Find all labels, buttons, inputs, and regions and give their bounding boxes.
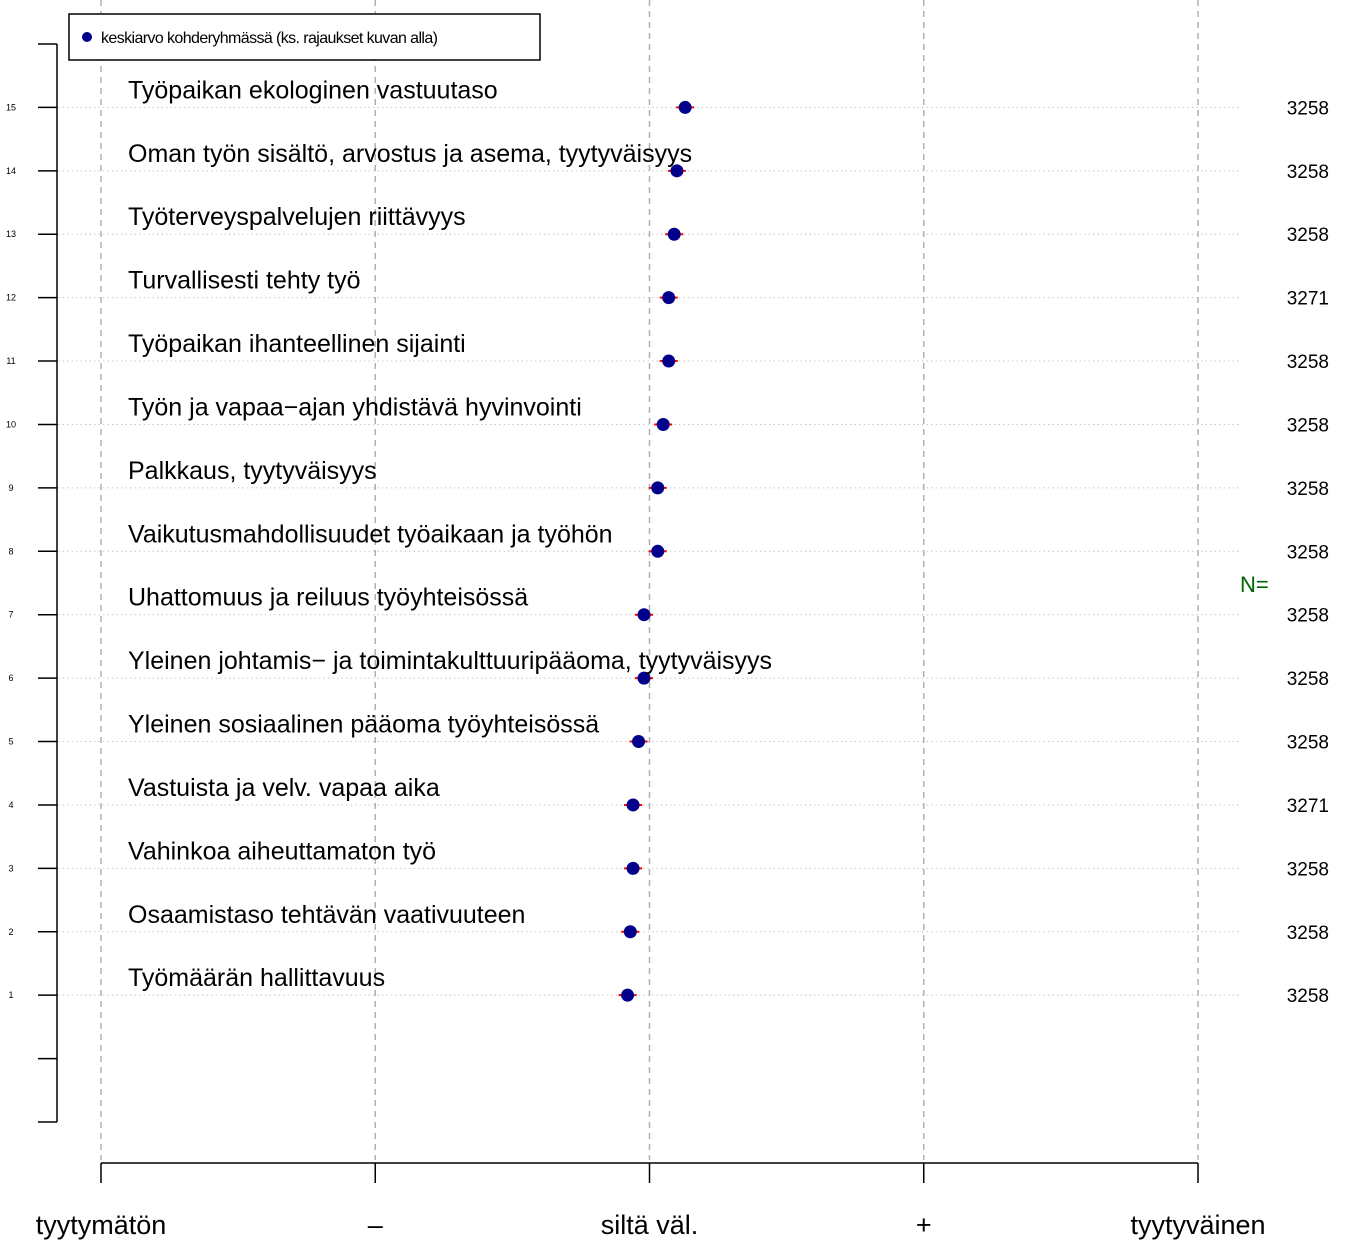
n-column: N= 3258 3258 3258 3271 3258 3258 3258 3258 3258 3… [1240,98,1329,1007]
mean-point [623,925,637,939]
x-tick-label: siltä väl. [601,1210,699,1240]
item-label: Turvallisesti tehty työ [128,267,360,295]
mean-point [637,671,651,685]
y-tick-label: 12 [6,293,16,303]
item-label: Palkkaus, tyytyväisyys [128,457,377,485]
legend: keskiarvo kohderyhmässä (ks. rajaukset k… [68,13,541,61]
n-value: 3258 [1287,859,1329,880]
mean-point [662,354,676,368]
y-tick-label: 15 [6,102,16,112]
item-label: Vastuista ja velv. vapaa aika [128,774,440,802]
y-tick-label: 13 [6,229,16,239]
mean-point [637,608,651,622]
n-value: 3258 [1287,733,1329,754]
x-tick-label: tyytymätön [36,1210,167,1240]
mean-point [632,735,646,749]
item-label: Uhattomuus ja reiluus työyhteisössä [128,584,528,612]
mean-point [651,481,665,495]
y-tick-label: 8 [8,546,13,556]
y-tick-label: 2 [8,927,13,937]
n-value: 3258 [1287,415,1329,436]
item-label: Työmäärän hallittavuus [128,964,385,992]
item-labels: Työpaikan ekologinen vastuutaso Oman työn… [128,76,772,992]
item-label: Työterveyspalvelujen riittävyys [128,203,466,231]
n-value: 3258 [1287,98,1329,119]
item-label: Yleinen sosiaalinen pääoma työyhteisössä [128,711,599,739]
item-label: Työpaikan ekologinen vastuutaso [128,76,498,104]
mean-point [626,798,640,812]
legend-label: keskiarvo kohderyhmässä (ks. rajaukset k… [101,30,438,47]
n-value: 3258 [1287,542,1329,563]
item-label: Osaamistaso tehtävän vaativuuteen [128,901,525,929]
n-value: 3258 [1287,986,1329,1007]
mean-point [621,988,635,1002]
n-value: 3258 [1287,669,1329,690]
legend-box [68,13,541,61]
y-tick-label: 9 [8,483,13,493]
mean-point [656,417,670,431]
n-value: 3258 [1287,479,1329,500]
n-value: 3258 [1287,162,1329,183]
x-tick-label: – [368,1210,383,1240]
item-label: Vaikutusmahdollisuudet työaikaan ja työh… [128,520,613,548]
y-tick-label: 10 [6,419,16,429]
y-tick-label: 6 [8,673,13,683]
item-label: Oman työn sisältö, arvostus ja asema, ty… [128,140,692,168]
mean-point [662,291,676,305]
mean-point [667,227,681,241]
mean-point [651,544,665,558]
item-label: Yleinen johtamis− ja toimintakulttuuripä… [128,647,772,675]
n-value: 3258 [1287,352,1329,373]
item-label: Työpaikan ihanteellinen sijainti [128,330,466,358]
y-tick-label: 1 [8,990,13,1000]
n-header: N= [1240,572,1269,597]
data-marks [618,100,695,1002]
legend-point-icon [82,32,92,42]
mean-point [626,861,640,875]
item-label: Vahinkoa aiheuttamaton työ [128,837,436,865]
y-tick-label: 3 [8,863,13,873]
x-axis: tyytymätön – siltä väl. + tyytyväinen [36,1162,1266,1240]
n-value: 3258 [1287,606,1329,627]
n-value: 3258 [1287,923,1329,944]
y-tick-label: 7 [8,610,13,620]
x-tick-label: + [916,1210,932,1240]
item-label: Työn ja vapaa−ajan yhdistävä hyvinvointi [128,393,582,421]
y-tick-label: 4 [8,800,13,810]
y-axis: 15 14 13 12 11 10 9 8 7 6 5 4 3 2 1 [6,43,58,1123]
mean-point [670,164,684,178]
y-tick-label: 14 [6,166,16,176]
x-tick-label: tyytyväinen [1130,1210,1265,1240]
mean-point [678,100,692,114]
y-tick-label: 5 [8,737,13,747]
n-value: 3258 [1287,225,1329,246]
y-tick-label: 11 [6,356,15,366]
n-value: 3271 [1287,289,1329,310]
n-value: 3271 [1287,796,1329,817]
